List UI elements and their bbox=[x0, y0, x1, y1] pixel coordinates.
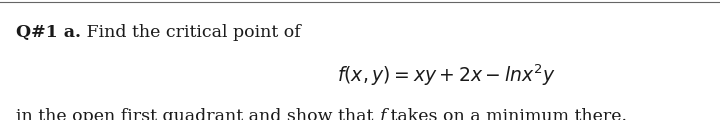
Text: f: f bbox=[379, 108, 385, 120]
Text: $f(x,y) = xy + 2x - \mathit{ln}x^2y$: $f(x,y) = xy + 2x - \mathit{ln}x^2y$ bbox=[337, 62, 556, 88]
Text: Find the critical point of: Find the critical point of bbox=[81, 24, 300, 41]
Text: in the open first quadrant and show that: in the open first quadrant and show that bbox=[16, 108, 379, 120]
Text: takes on a minimum there.: takes on a minimum there. bbox=[385, 108, 627, 120]
Text: Q#1 a.: Q#1 a. bbox=[16, 24, 81, 41]
